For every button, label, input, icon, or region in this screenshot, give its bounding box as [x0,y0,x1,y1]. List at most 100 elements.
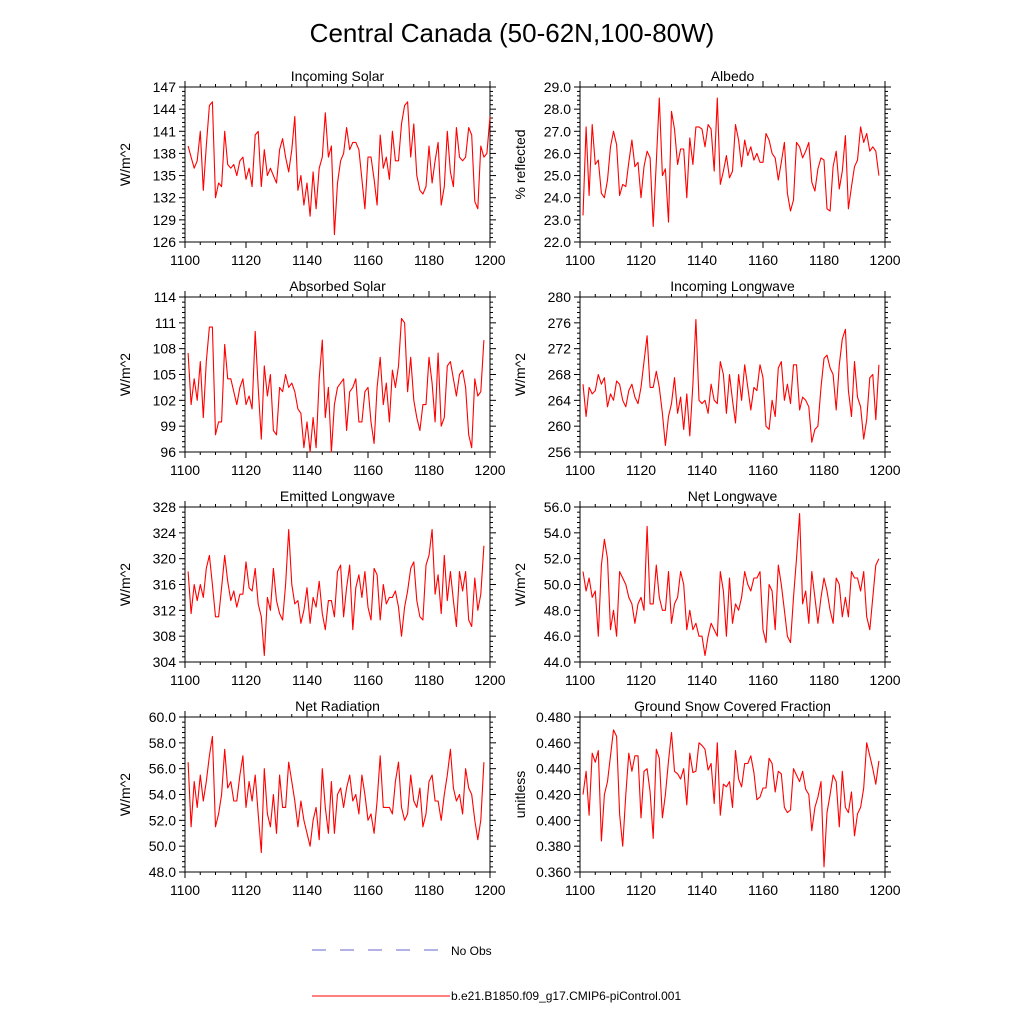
y-tick-label: 135 [153,168,177,184]
y-tick-label: 28.0 [544,101,571,117]
y-tick-label: 50.0 [544,577,571,593]
y-tick-label: 0.420 [536,787,571,803]
y-tick-label: 96 [160,444,176,460]
y-tick-label: 0.360 [536,864,571,880]
y-tick-label: 129 [153,212,177,228]
x-tick-label: 1120 [231,882,261,898]
y-tick-label: 264 [548,392,572,408]
y-tick-label: 144 [153,101,177,117]
y-tick-label: 46.0 [544,628,571,644]
panel-ground-snow-covered-fraction: Ground Snow Covered Fraction unitless 0.36… [512,698,901,898]
panel-albedo: Albedo % reflected 22.0 23.0 24.0 25.0 26.0 27.… [512,68,901,268]
y-tick-label: 0.380 [536,838,571,854]
y-tick-label: 147 [153,79,177,95]
y-tick-label: 126 [153,234,177,250]
x-tick-label: 1140 [687,672,717,688]
x-tick-label: 1200 [474,462,505,478]
legend: No Obs b.e21.B1850.f09_g17.CMIP6-piContr… [312,944,681,1003]
y-tick-label: 111 [155,315,176,331]
y-tick-label: 22.0 [544,234,571,250]
panel-emitted-longwave: Emitted Longwave W/m^2 304 308 312 316 320 324 3… [117,488,506,688]
legend-model-label: b.e21.B1850.f09_g17.CMIP6-piControl.001 [451,989,681,1003]
x-tick-label: 1200 [869,252,900,268]
y-axis-label: unitless [512,771,528,818]
x-tick-label: 1200 [474,252,505,268]
y-tick-label: 308 [153,628,177,644]
y-tick-label: 320 [153,551,177,567]
y-tick-label: 268 [548,367,572,383]
x-tick-label: 1100 [170,672,200,688]
y-axis-label: W/m^2 [117,353,133,396]
y-tick-label: 138 [153,145,177,161]
x-tick-label: 1180 [809,672,839,688]
y-tick-label: 276 [548,315,572,331]
panel-title: Incoming Solar [291,68,385,84]
panel-title: Net Radiation [295,698,380,714]
y-tick-label: 60.0 [149,709,176,725]
y-tick-label: 256 [548,444,572,460]
y-tick-label: 312 [153,602,177,618]
panel-net-radiation: Net Radiation W/m^2 48.0 50.0 52.0 54.0 56.0 58… [117,698,506,898]
x-tick-label: 1100 [170,462,200,478]
panel-net-longwave: Net Longwave W/m^2 44.0 46.0 48.0 50.0 52.0 54.… [512,488,901,688]
x-tick-label: 1120 [626,462,656,478]
x-tick-label: 1180 [809,882,839,898]
x-tick-label: 1100 [565,672,595,688]
x-tick-label: 1200 [474,672,505,688]
y-tick-label: 102 [153,392,177,408]
figure-title: Central Canada (50-62N,100-80W) [310,18,715,48]
plot-frame [579,296,886,453]
x-tick-label: 1160 [748,672,778,688]
y-tick-label: 0.480 [536,709,571,725]
x-tick-label: 1200 [869,882,900,898]
y-axis-label: % reflected [512,129,528,199]
y-tick-label: 54.0 [149,787,176,803]
panel-incoming-longwave: Incoming Longwave W/m^2 256 260 264 268 272 276… [512,278,901,478]
y-tick-label: 105 [153,367,177,383]
x-tick-label: 1120 [231,252,261,268]
y-tick-label: 26.0 [544,145,571,161]
panel-title: Ground Snow Covered Fraction [634,698,831,714]
y-axis-label: W/m^2 [117,143,133,186]
x-tick-label: 1160 [353,672,383,688]
y-tick-label: 324 [153,525,177,541]
series-line-model [187,529,485,657]
x-tick-label: 1160 [748,252,778,268]
series-line-model [582,319,880,447]
y-tick-label: 99 [160,418,176,434]
x-tick-label: 1100 [565,462,595,478]
y-tick-label: 316 [153,577,177,593]
y-tick-label: 328 [153,499,177,515]
x-tick-label: 1120 [626,672,656,688]
x-tick-label: 1160 [748,882,778,898]
y-tick-label: 50.0 [149,838,176,854]
x-tick-label: 1180 [414,462,444,478]
panel-title: Albedo [711,68,755,84]
panel-title: Incoming Longwave [670,278,795,294]
y-tick-label: 54.0 [544,525,571,541]
x-tick-label: 1140 [292,462,322,478]
y-tick-label: 108 [153,341,177,357]
x-tick-label: 1180 [414,882,444,898]
x-tick-label: 1100 [170,882,200,898]
y-tick-label: 27.0 [544,123,571,139]
y-tick-label: 58.0 [149,735,176,751]
x-tick-label: 1100 [170,252,200,268]
x-tick-label: 1180 [809,252,839,268]
x-tick-label: 1200 [869,462,900,478]
y-tick-label: 0.460 [536,735,571,751]
y-axis-label: W/m^2 [512,353,528,396]
y-tick-label: 280 [548,289,572,305]
y-tick-label: 23.0 [544,212,571,228]
x-tick-label: 1200 [869,672,900,688]
y-tick-label: 272 [548,341,572,357]
y-tick-label: 141 [153,123,177,139]
x-tick-label: 1140 [687,252,717,268]
x-tick-label: 1180 [414,252,444,268]
x-tick-label: 1120 [231,462,261,478]
plot-frame [184,506,491,663]
x-tick-label: 1140 [687,882,717,898]
x-tick-label: 1140 [687,462,717,478]
x-tick-label: 1200 [474,882,505,898]
y-tick-label: 48.0 [544,602,571,618]
